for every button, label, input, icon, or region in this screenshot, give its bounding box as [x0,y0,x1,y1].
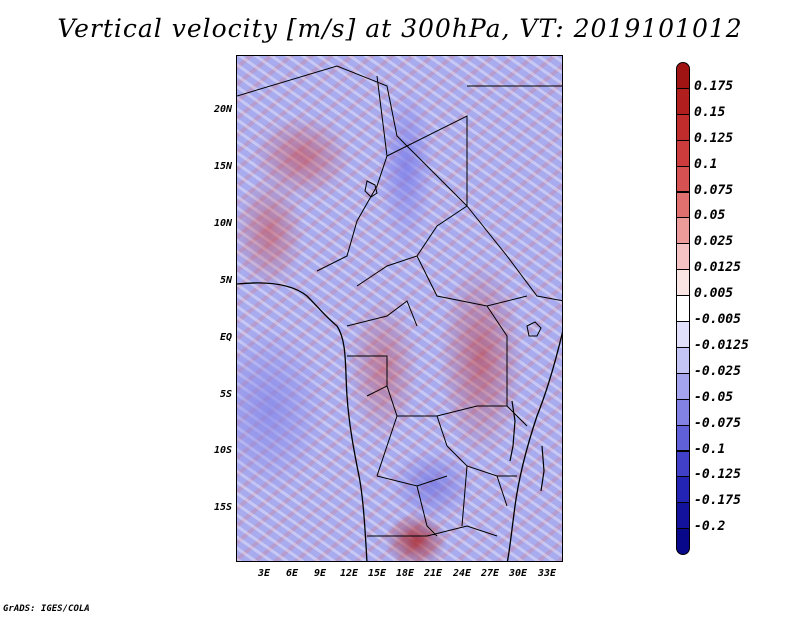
coastline [237,282,368,561]
lat-tick-15n: 15N [213,161,232,172]
colorbar-segment [676,476,690,504]
lon-tick-15e: 15E [367,568,387,579]
colorbar-segment [676,269,690,297]
lon-tick-3e: 3E [257,568,271,579]
east-coastline [506,331,562,561]
lat-tick-15s: 15S [213,502,232,513]
colorbar-segment [676,372,690,400]
colorbar-label: -0.005 [694,312,741,327]
map-title: Vertical velocity [m/s] at 300hPa, VT: 2… [57,14,743,43]
colorbar-label: 0.005 [694,286,734,302]
colorbar-label: 0.025 [694,234,734,250]
colorbar-segment [676,295,690,322]
lake-victoria [526,321,542,337]
colorbar-label: -0.2 [694,519,726,535]
lon-tick-30e: 30E [508,568,528,579]
colorbar-segment [676,217,690,245]
colorbar-segment [676,321,690,348]
lon-tick-18e: 18E [395,568,415,579]
colorbar-label: -0.175 [694,493,741,509]
colorbar-label: -0.075 [694,415,741,431]
lat-tick-5s: 5S [219,389,232,400]
colorbar-label: 0.0125 [694,260,741,276]
colorbar-label: -0.1 [694,441,726,457]
lon-tick-12e: 12E [339,568,359,579]
lon-tick-9e: 9E [313,568,327,579]
colorbar-segment [676,243,690,271]
colorbar-segment [676,502,690,530]
colorbar-label: 0.15 [694,104,726,120]
colorbar-segment [676,62,690,89]
colorbar-segment [676,139,690,167]
grads-credit: GrADS: IGES/COLA [3,604,90,614]
colorbar-label: -0.025 [694,363,741,379]
lake-malawi [540,445,545,492]
colorbar-segment [676,424,690,452]
lon-tick-27e: 27E [480,568,500,579]
colorbar-segment [676,191,690,219]
colorbar-segment [676,450,690,478]
colorbar-label: 0.075 [694,182,734,198]
lat-tick-5n: 5N [219,275,232,286]
colorbar-label: 0.05 [694,208,726,224]
country-borders [237,65,562,561]
lake-chad [364,180,378,198]
border-lines [237,65,562,537]
lat-tick-eq: EQ [219,332,232,343]
colorbar-segment [676,398,690,426]
colorbar-label: 0.175 [694,78,734,94]
colorbar-label: 0.125 [694,130,734,146]
lat-tick-20n: 20N [213,104,232,115]
lon-tick-21e: 21E [423,568,443,579]
colorbar-segment [676,87,690,115]
colorbar-segment [676,165,690,193]
lat-tick-10n: 10N [213,218,232,229]
colorbar-label: -0.125 [694,467,741,483]
colorbar-segment [676,346,690,374]
colorbar-label: 0.1 [694,156,718,172]
map-plot-area [236,55,563,562]
lon-tick-24e: 24E [452,568,472,579]
colorbar-label: -0.0125 [694,337,749,353]
lat-tick-10s: 10S [213,445,232,456]
lon-tick-6e: 6E [285,568,299,579]
lon-tick-33e: 33E [537,568,557,579]
colorbar-segment [676,528,690,556]
lake-tanganyika [509,400,516,462]
colorbar-segment [676,113,690,141]
colorbar-label: -0.05 [694,389,734,405]
